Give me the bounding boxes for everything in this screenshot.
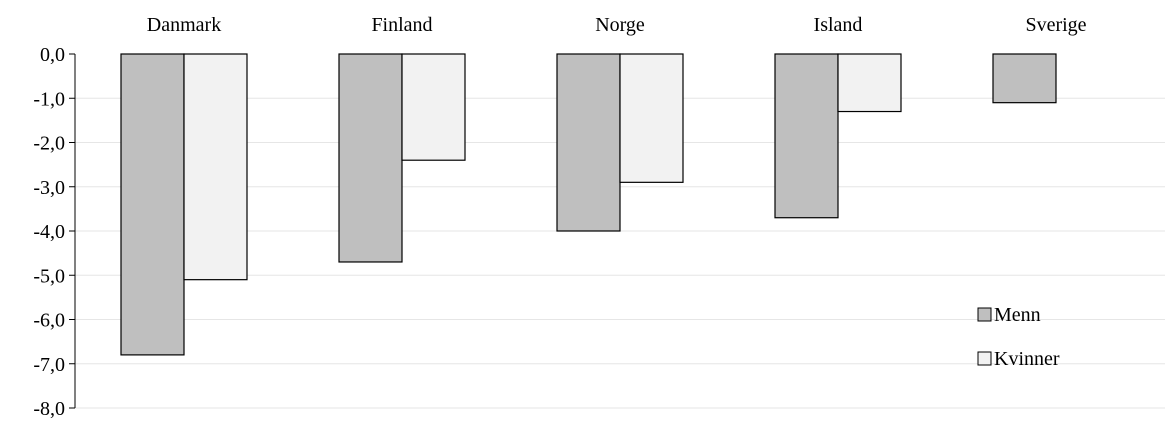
y-tick-label: -5,0 xyxy=(33,265,65,287)
category-label: Finland xyxy=(371,14,432,36)
y-tick-label: -3,0 xyxy=(33,177,65,199)
category-labels: Danmark Finland Norge Island Sverige xyxy=(147,14,1087,36)
category-label: Norge xyxy=(595,14,645,36)
legend-swatch-kvinner xyxy=(977,351,992,366)
y-tick-label: -8,0 xyxy=(33,398,65,420)
bar-menn-norge xyxy=(556,53,621,232)
category-label: Island xyxy=(814,14,863,36)
bar-group xyxy=(120,53,1057,356)
category-label: Danmark xyxy=(147,14,221,36)
bar-menn-island xyxy=(774,53,839,219)
legend-label: Menn xyxy=(994,304,1041,326)
legend: Menn Kvinner xyxy=(977,304,1060,370)
y-tick-label: 0,0 xyxy=(40,44,65,66)
bar-kvinner-norge xyxy=(619,53,684,183)
y-tick-label: -2,0 xyxy=(33,133,65,155)
bar-kvinner-finland xyxy=(401,53,466,161)
y-tick-label: -7,0 xyxy=(33,354,65,376)
bar-menn-finland xyxy=(338,53,403,263)
legend-swatch-menn xyxy=(977,307,992,322)
y-tick-label: -4,0 xyxy=(33,221,65,243)
y-axis: 0,0 -1,0 -2,0 -3,0 -4,0 -5,0 -6,0 -7,0 -8,0 xyxy=(33,44,76,420)
legend-label: Kvinner xyxy=(994,348,1060,370)
y-tick-label: -1,0 xyxy=(33,88,65,110)
y-tick-label: -6,0 xyxy=(33,310,65,332)
bar-menn-danmark xyxy=(120,53,185,356)
category-label: Sverige xyxy=(1025,14,1086,36)
bar-menn-sverige xyxy=(992,53,1057,104)
bar-kvinner-danmark xyxy=(183,53,248,281)
bar-kvinner-island xyxy=(837,53,902,113)
